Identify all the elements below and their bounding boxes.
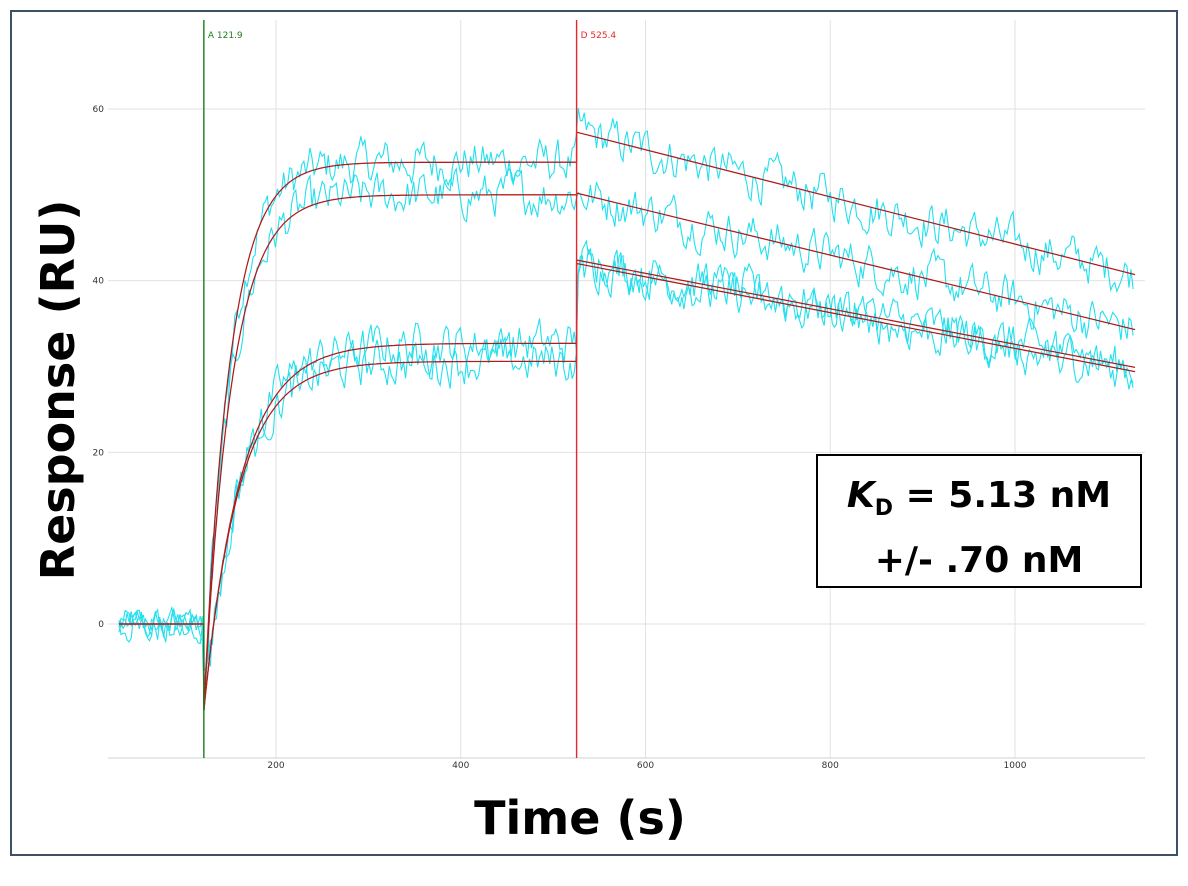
y-tick-label: 40 <box>93 277 105 287</box>
figure-frame <box>10 10 1178 856</box>
kd-value: = 5.13 nM <box>893 475 1112 516</box>
x-tick-label: 800 <box>822 761 839 771</box>
fit-curves <box>118 131 1136 710</box>
kd-symbol: K <box>846 475 875 516</box>
x-tick-label: 200 <box>267 761 284 771</box>
fit-curve-overlay <box>118 259 1136 710</box>
fit-curve-overlay <box>118 131 1136 710</box>
x-axis-label: Time (s) <box>474 791 686 845</box>
y-tick-label: 20 <box>93 448 105 458</box>
fit-curve-overlay <box>118 192 1136 710</box>
event-markers: A 121.9 D 525.4 <box>203 20 617 758</box>
x-tick-label: 600 <box>637 761 654 771</box>
event-marker-label: A 121.9 <box>208 31 243 41</box>
sensorgram-traces <box>118 107 1134 711</box>
grid-lines <box>108 20 1145 759</box>
y-tick-label: 60 <box>93 105 105 115</box>
event-marker-label: D 525.4 <box>581 31 617 41</box>
y-tick-label: 0 <box>98 620 104 630</box>
y-axis-label: Response (RU) <box>31 199 85 581</box>
kd-line-2: +/- .70 nM <box>874 540 1084 582</box>
fit-curve-overlay <box>118 263 1136 710</box>
kd-line-1: KD = 5.13 nM <box>818 470 1140 535</box>
sensorgram-trace <box>118 107 1134 671</box>
x-tick-label: 400 <box>452 761 469 771</box>
sensorgram-trace <box>118 166 1134 690</box>
x-tick-label: 1000 <box>1004 761 1027 771</box>
fit-curve <box>118 131 1136 710</box>
tick-labels: 0 20 40 60 200 400 600 800 1000 <box>93 105 1027 771</box>
kd-subscript: D <box>874 496 894 522</box>
kd-annotation-box: KD = 5.13 nM +/- .70 nM <box>816 454 1142 588</box>
fit-curve <box>118 192 1136 710</box>
